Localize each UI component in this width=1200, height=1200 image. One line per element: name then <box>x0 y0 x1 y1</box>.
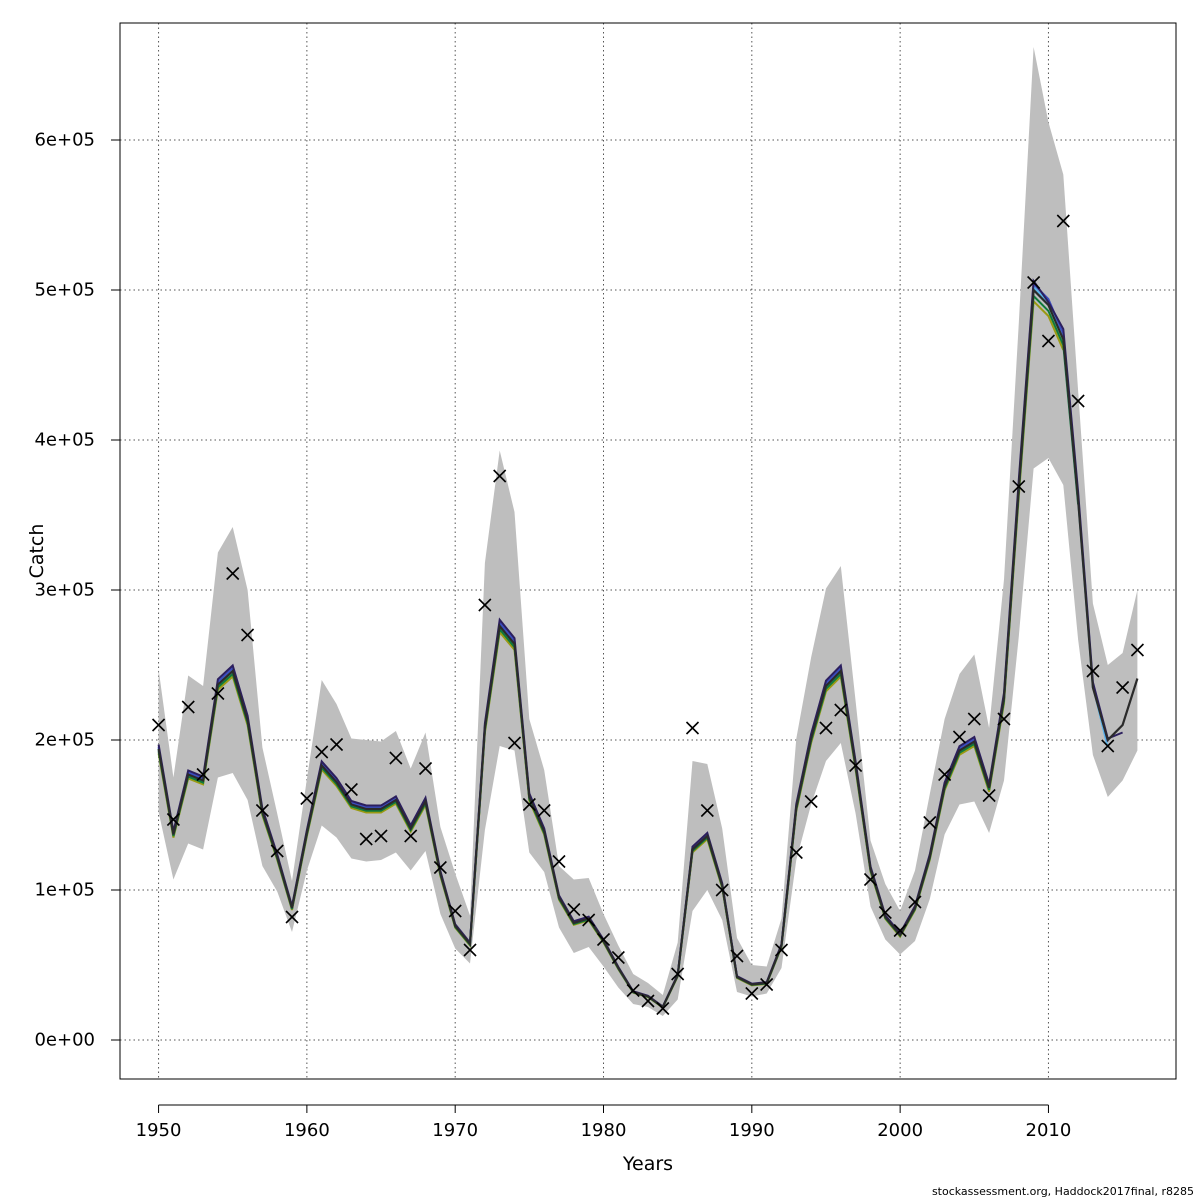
observed-point <box>819 721 833 735</box>
observed-point <box>982 788 996 803</box>
observed-point <box>567 902 581 917</box>
observed-point <box>255 803 269 818</box>
observed-point <box>329 737 344 752</box>
observed-point <box>685 721 700 735</box>
y-tick-label: 0e+00 <box>34 1030 95 1051</box>
observed-point <box>374 829 388 843</box>
observed-point <box>285 910 299 924</box>
observed-catch-points <box>151 214 1145 1016</box>
x-tick-label: 1970 <box>432 1120 478 1141</box>
observed-point <box>418 761 433 776</box>
observed-point <box>448 904 462 918</box>
observed-point <box>715 883 729 897</box>
observed-point <box>270 844 284 858</box>
observed-point <box>433 860 447 875</box>
x-tick-label: 2010 <box>1026 1120 1072 1141</box>
retrospective-line-0 <box>157 278 1123 1009</box>
observed-point <box>938 767 952 782</box>
observed-point <box>849 758 863 773</box>
retrospective-line-1 <box>157 281 1109 1009</box>
observed-point <box>700 803 714 818</box>
observed-point <box>582 913 596 927</box>
observed-point <box>226 566 240 581</box>
confidence-band <box>158 47 1138 1016</box>
y-tick-label: 3e+05 <box>34 580 95 601</box>
observed-point <box>315 745 329 759</box>
observed-point <box>745 986 759 1001</box>
observed-point <box>211 686 225 701</box>
observed-point <box>522 797 536 812</box>
observed-point <box>908 895 922 909</box>
x-tick-label: 1990 <box>729 1120 775 1141</box>
observed-point <box>300 791 314 806</box>
y-tick-label: 5e+05 <box>34 280 95 301</box>
observed-point <box>626 983 640 998</box>
observed-point <box>1130 643 1145 657</box>
observed-point <box>834 703 848 717</box>
x-tick-label: 2000 <box>877 1120 923 1141</box>
observed-point <box>878 905 892 920</box>
y-tick-label: 4e+05 <box>34 430 95 451</box>
observed-point <box>359 832 373 846</box>
observed-point <box>552 854 566 869</box>
x-axis: 1950 1960 1970 1980 1990 2000 2010 <box>136 1104 1072 1141</box>
observed-point <box>804 794 818 809</box>
observed-point <box>596 932 611 947</box>
y-axis-title: Catch <box>26 524 48 579</box>
observed-point <box>967 712 981 726</box>
observed-point <box>507 736 522 750</box>
observed-point <box>1041 334 1056 348</box>
observed-point <box>923 815 937 830</box>
observed-point <box>1071 394 1085 408</box>
y-tick-label: 6e+05 <box>34 130 95 151</box>
observed-point <box>166 812 180 827</box>
fitted-catch-line <box>157 287 1139 1009</box>
observed-point <box>344 782 358 797</box>
observed-point <box>1027 275 1041 290</box>
credit-footer: stockassessment.org, Haddock2017final, r… <box>931 1185 1194 1198</box>
observed-point <box>1086 664 1100 678</box>
observed-point <box>1101 739 1115 753</box>
retrospective-line-2 <box>157 284 1109 1009</box>
observed-point <box>389 751 403 765</box>
fitted-catch-line-path <box>157 287 1139 1009</box>
observed-point <box>730 949 744 963</box>
observed-point <box>478 598 492 612</box>
observed-point <box>181 700 195 714</box>
observed-point <box>1116 680 1130 695</box>
observed-point <box>404 829 418 843</box>
observed-point <box>151 718 166 732</box>
x-axis-title: Years <box>622 1153 673 1175</box>
observed-point <box>537 803 551 818</box>
y-tick-label: 1e+05 <box>34 880 95 901</box>
observed-point <box>196 767 210 782</box>
y-tick-label: 2e+05 <box>34 730 95 751</box>
observed-point <box>774 943 789 957</box>
x-tick-label: 1980 <box>581 1120 627 1141</box>
observed-point <box>997 712 1011 726</box>
observed-point <box>611 950 625 965</box>
observed-point <box>656 1001 670 1016</box>
observed-point <box>863 872 878 887</box>
retrospective-lines <box>157 278 1123 1009</box>
x-tick-label: 1960 <box>284 1120 330 1141</box>
x-tick-label: 1950 <box>136 1120 182 1141</box>
observed-point <box>463 943 477 957</box>
observed-point <box>1056 214 1070 228</box>
y-axis: 0e+00 1e+05 2e+05 3e+05 4e+05 5e+05 6e+05 <box>34 130 121 1051</box>
observed-point <box>1012 479 1026 494</box>
confidence-band-area <box>158 47 1138 1016</box>
observed-point <box>893 923 907 938</box>
observed-point <box>641 994 655 1008</box>
observed-point <box>493 469 507 483</box>
observed-point <box>671 967 685 981</box>
observed-point <box>952 730 967 744</box>
observed-point <box>240 628 255 642</box>
observed-point <box>760 977 774 992</box>
observed-point <box>789 845 803 860</box>
